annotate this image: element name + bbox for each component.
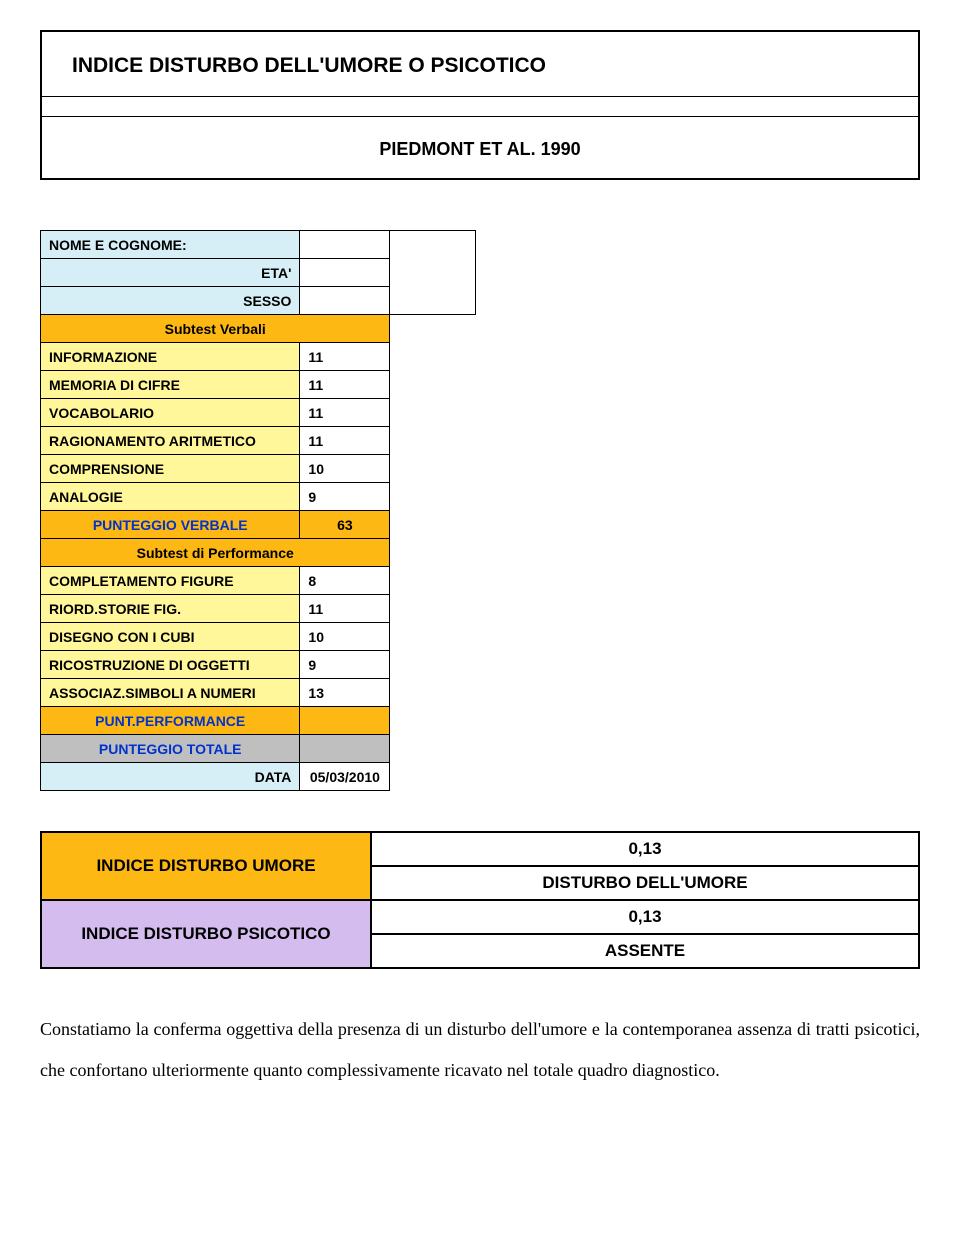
disegno-value: 10 [300, 623, 390, 651]
footer-text: Constatiamo la conferma oggettiva della … [40, 1009, 920, 1092]
eta-label: ETA' [41, 259, 300, 287]
ricostruzione-value: 9 [300, 651, 390, 679]
row-completamento: COMPLETAMENTO FIGURE 8 [41, 567, 476, 595]
punteggio-totale-label: PUNTEGGIO TOTALE [41, 735, 300, 763]
subtest-table: NOME E COGNOME: ETA' SESSO Subtest Verba… [40, 230, 476, 791]
row-analogie: ANALOGIE 9 [41, 483, 476, 511]
psicotico-label: INDICE DISTURBO PSICOTICO [41, 900, 371, 968]
results-row-umore-val: INDICE DISTURBO UMORE 0,13 [41, 832, 919, 866]
nome-value [300, 231, 390, 259]
title-divider [42, 97, 918, 117]
row-punteggio-totale: PUNTEGGIO TOTALE [41, 735, 476, 763]
data-label: DATA [41, 763, 300, 791]
associaz-value: 13 [300, 679, 390, 707]
analogie-label: ANALOGIE [41, 483, 300, 511]
row-ragionamento: RAGIONAMENTO ARITMETICO 11 [41, 427, 476, 455]
page-title: INDICE DISTURBO DELL'UMORE O PSICOTICO [42, 32, 918, 97]
memoria-value: 11 [300, 371, 390, 399]
riord-value: 11 [300, 595, 390, 623]
informazione-value: 11 [300, 343, 390, 371]
ragionamento-value: 11 [300, 427, 390, 455]
nome-label: NOME E COGNOME: [41, 231, 300, 259]
psicotico-desc: ASSENTE [371, 934, 919, 968]
punteggio-verbale-label: PUNTEGGIO VERBALE [41, 511, 300, 539]
umore-label: INDICE DISTURBO UMORE [41, 832, 371, 900]
data-value: 05/03/2010 [300, 763, 390, 791]
completamento-label: COMPLETAMENTO FIGURE [41, 567, 300, 595]
associaz-label: ASSOCIAZ.SIMBOLI A NUMERI [41, 679, 300, 707]
analogie-value: 9 [300, 483, 390, 511]
memoria-label: MEMORIA DI CIFRE [41, 371, 300, 399]
page-subtitle: PIEDMONT ET AL. 1990 [42, 117, 918, 178]
row-informazione: INFORMAZIONE 11 [41, 343, 476, 371]
sesso-value [300, 287, 390, 315]
nome-ext-blank [390, 231, 476, 315]
row-punteggio-verbale: PUNTEGGIO VERBALE 63 [41, 511, 476, 539]
completamento-value: 8 [300, 567, 390, 595]
comprensione-label: COMPRENSIONE [41, 455, 300, 483]
vocabolario-label: VOCABOLARIO [41, 399, 300, 427]
punteggio-totale-value [300, 735, 390, 763]
row-nome: NOME E COGNOME: [41, 231, 476, 259]
punteggio-verbale-value: 63 [300, 511, 390, 539]
ricostruzione-label: RICOSTRUZIONE DI OGGETTI [41, 651, 300, 679]
ragionamento-label: RAGIONAMENTO ARITMETICO [41, 427, 300, 455]
row-data: DATA 05/03/2010 [41, 763, 476, 791]
umore-value: 0,13 [371, 832, 919, 866]
disegno-label: DISEGNO CON I CUBI [41, 623, 300, 651]
row-disegno: DISEGNO CON I CUBI 10 [41, 623, 476, 651]
results-row-psicotico-val: INDICE DISTURBO PSICOTICO 0,13 [41, 900, 919, 934]
subtest-verbali-header: Subtest Verbali [41, 315, 390, 343]
informazione-label: INFORMAZIONE [41, 343, 300, 371]
psicotico-value: 0,13 [371, 900, 919, 934]
row-associaz: ASSOCIAZ.SIMBOLI A NUMERI 13 [41, 679, 476, 707]
row-punt-performance: PUNT.PERFORMANCE [41, 707, 476, 735]
row-riord: RIORD.STORIE FIG. 11 [41, 595, 476, 623]
row-subtest-verbali: Subtest Verbali [41, 315, 476, 343]
row-memoria: MEMORIA DI CIFRE 11 [41, 371, 476, 399]
comprensione-value: 10 [300, 455, 390, 483]
row-comprensione: COMPRENSIONE 10 [41, 455, 476, 483]
eta-value [300, 259, 390, 287]
riord-label: RIORD.STORIE FIG. [41, 595, 300, 623]
row-subtest-performance: Subtest di Performance [41, 539, 476, 567]
punt-performance-value [300, 707, 390, 735]
title-box: INDICE DISTURBO DELL'UMORE O PSICOTICO P… [40, 30, 920, 180]
row-ricostruzione: RICOSTRUZIONE DI OGGETTI 9 [41, 651, 476, 679]
subtest-performance-header: Subtest di Performance [41, 539, 390, 567]
umore-desc: DISTURBO DELL'UMORE [371, 866, 919, 900]
punt-performance-label: PUNT.PERFORMANCE [41, 707, 300, 735]
vocabolario-value: 11 [300, 399, 390, 427]
row-vocabolario: VOCABOLARIO 11 [41, 399, 476, 427]
results-table: INDICE DISTURBO UMORE 0,13 DISTURBO DELL… [40, 831, 920, 969]
sesso-label: SESSO [41, 287, 300, 315]
